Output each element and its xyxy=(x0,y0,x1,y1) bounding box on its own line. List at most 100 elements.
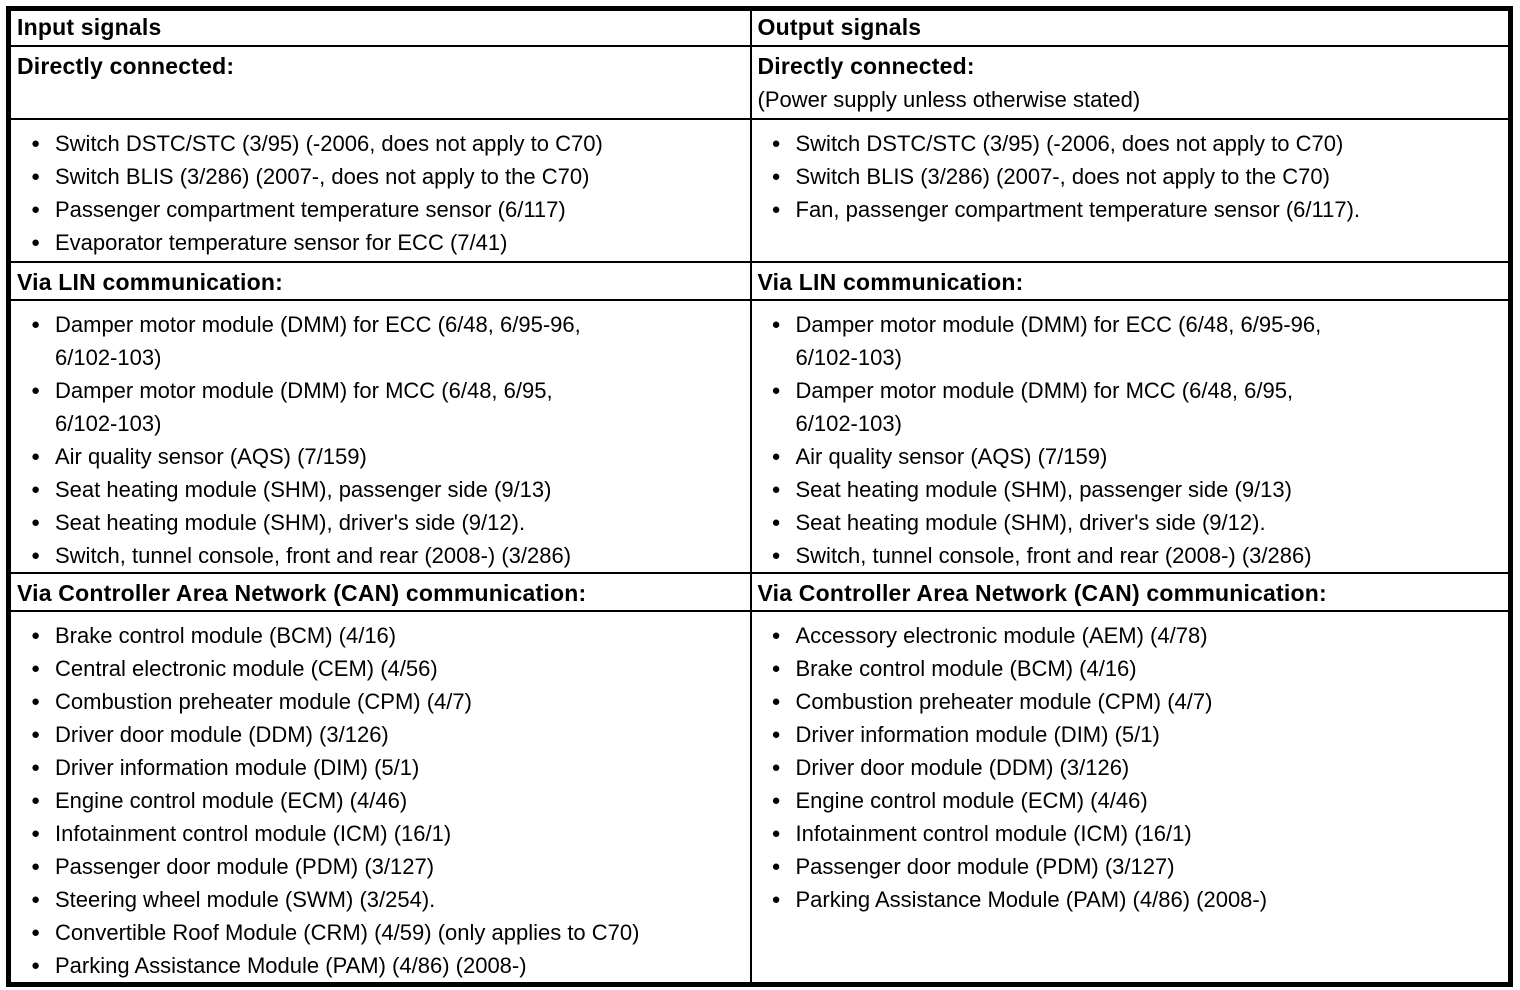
bullet-icon: ● xyxy=(31,233,41,251)
signals-table: Input signals Output signals Directly conn… xyxy=(6,6,1513,987)
list-item-text: Switch DSTC/STC (3/95) (-2006, does not … xyxy=(795,130,1344,156)
list-item-text: Steering wheel module (SWM) (3/254). xyxy=(55,886,436,912)
bullet-icon: ● xyxy=(771,857,781,875)
list-item: ● Passenger door module (PDM) (3/127) xyxy=(31,850,742,883)
list-item: ● Engine control module (ECM) (4/46) xyxy=(772,784,1501,817)
bullet-icon: ● xyxy=(771,447,781,465)
bullet-icon: ● xyxy=(31,890,41,908)
list-item: ● Damper motor module (DMM) for ECC (6/48… xyxy=(772,308,1501,374)
bullet-icon: ● xyxy=(31,956,41,974)
list-item: ● Seat heating module (SHM), passenger si… xyxy=(31,473,742,506)
table-row-subheader: Directly connected: Directly connected: (P… xyxy=(7,44,1512,120)
bullet-icon: ● xyxy=(771,824,781,842)
list-item: ● Brake control module (BCM) (4/16) xyxy=(772,652,1501,685)
bullet-icon: ● xyxy=(31,725,41,743)
table-row-subheader: Via LIN communication: Via LIN communicat… xyxy=(7,260,1512,301)
list-item: ● Steering wheel module (SWM) (3/254). xyxy=(31,883,742,916)
output-signals-list-cell: ● Switch DSTC/STC (3/95) (-2006, does not… xyxy=(749,117,1512,263)
list-item: ● Infotainment control module (ICM) (16/1… xyxy=(31,817,742,850)
list-item-text: Convertible Roof Module (CRM) (4/59) (on… xyxy=(55,919,640,945)
bullet-icon: ● xyxy=(771,200,781,218)
input-signals-section-header-cell: Directly connected: xyxy=(7,44,752,120)
bullet-icon: ● xyxy=(31,200,41,218)
list-item-text: Passenger door module (PDM) (3/127) xyxy=(55,853,435,879)
list-item-text: Air quality sensor (AQS) (7/159) xyxy=(55,443,367,469)
section-title: Via LIN communication: xyxy=(17,268,283,295)
list-item-text: Evaporator temperature sensor for ECC (7… xyxy=(55,229,508,255)
list-item: ● Central electronic module (CEM) (4/56) xyxy=(31,652,742,685)
table-row-list: ● Brake control module (BCM) (4/16) ● Centr… xyxy=(7,609,1512,985)
list-item: ● Passenger door module (PDM) (3/127) xyxy=(772,850,1501,883)
input-signals-list-cell: ● Switch DSTC/STC (3/95) (-2006, does not… xyxy=(7,117,752,263)
bullet-icon: ● xyxy=(31,659,41,677)
list-item: ● Damper motor module (DMM) for ECC (6/48… xyxy=(31,308,742,374)
input-signals-section-header-cell: Via Controller Area Network (CAN) commun… xyxy=(7,571,752,612)
list-item-text: Parking Assistance Module (PAM) (4/86) (… xyxy=(795,886,1268,912)
list-item-text: Seat heating module (SHM), passenger sid… xyxy=(55,476,552,502)
signal-list: ● Switch DSTC/STC (3/95) (-2006, does not… xyxy=(17,127,742,259)
signal-list: ● Damper motor module (DMM) for ECC (6/48… xyxy=(758,308,1501,571)
output-signals-section-header-cell: Via LIN communication: xyxy=(749,260,1512,301)
list-item-text: Brake control module (BCM) (4/16) xyxy=(795,655,1137,681)
list-item: ● Infotainment control module (ICM) (16/1… xyxy=(772,817,1501,850)
input-signals-column-header: Input signals xyxy=(7,7,752,47)
section-title: Directly connected: xyxy=(17,52,235,79)
list-item: ● Seat heating module (SHM), driver's sid… xyxy=(31,506,742,539)
list-item-text: Switch, tunnel console, front and rear (… xyxy=(55,542,572,568)
section-note: (Power supply unless otherwise stated) xyxy=(757,86,1141,112)
bullet-icon: ● xyxy=(771,659,781,677)
list-item-text: Switch BLIS (3/286) (2007-, does not app… xyxy=(55,163,590,189)
input-signals-list-cell: ● Brake control module (BCM) (4/16) ● Centr… xyxy=(7,609,752,985)
bullet-icon: ● xyxy=(771,626,781,644)
list-item: ● Switch DSTC/STC (3/95) (-2006, does not… xyxy=(772,127,1501,160)
bullet-icon: ● xyxy=(31,447,41,465)
list-item: ● Parking Assistance Module (PAM) (4/86) … xyxy=(31,949,742,982)
section-title: Directly connected: xyxy=(757,52,975,79)
list-item-text: Seat heating module (SHM), passenger sid… xyxy=(795,476,1292,502)
bullet-icon: ● xyxy=(31,480,41,498)
list-item: ● Driver door module (DDM) (3/126) xyxy=(772,751,1501,784)
list-item-text: Infotainment control module (ICM) (16/1) xyxy=(795,820,1192,846)
bullet-icon: ● xyxy=(771,791,781,809)
list-item-text: Damper motor module (DMM) for MCC (6/48,… xyxy=(795,377,1294,436)
signal-list: ● Damper motor module (DMM) for ECC (6/48… xyxy=(17,308,742,571)
list-item-text: Combustion preheater module (CPM) (4/7) xyxy=(55,688,472,714)
list-item-text: Fan, passenger compartment temperature s… xyxy=(795,196,1361,222)
bullet-icon: ● xyxy=(771,758,781,776)
signals-table-body: Input signals Output signals Directly conn… xyxy=(7,7,1512,985)
section-title: Via Controller Area Network (CAN) commun… xyxy=(17,579,587,606)
bullet-icon: ● xyxy=(31,824,41,842)
bullet-icon: ● xyxy=(771,315,781,333)
list-item-text: Brake control module (BCM) (4/16) xyxy=(55,622,397,648)
bullet-icon: ● xyxy=(31,315,41,333)
list-item: ● Driver door module (DDM) (3/126) xyxy=(31,718,742,751)
signal-list: ● Brake control module (BCM) (4/16) ● Centr… xyxy=(17,619,742,982)
list-item-text: Accessory electronic module (AEM) (4/78) xyxy=(795,622,1208,648)
list-item: ● Switch BLIS (3/286) (2007-, does not ap… xyxy=(772,160,1501,193)
bullet-icon: ● xyxy=(771,381,781,399)
bullet-icon: ● xyxy=(771,890,781,908)
bullet-icon: ● xyxy=(31,857,41,875)
table-row-list: ● Damper motor module (DMM) for ECC (6/48… xyxy=(7,298,1512,574)
list-item: ● Parking Assistance Module (PAM) (4/86) … xyxy=(772,883,1501,916)
list-item-text: Parking Assistance Module (PAM) (4/86) (… xyxy=(55,952,527,978)
list-item: ● Fan, passenger compartment temperature … xyxy=(772,193,1501,226)
list-item: ● Combustion preheater module (CPM) (4/7) xyxy=(772,685,1501,718)
list-item: ● Evaporator temperature sensor for ECC (… xyxy=(31,226,742,259)
bullet-icon: ● xyxy=(771,167,781,185)
bullet-icon: ● xyxy=(31,167,41,185)
bullet-icon: ● xyxy=(771,513,781,531)
bullet-icon: ● xyxy=(31,758,41,776)
output-signals-section-header-cell: Via Controller Area Network (CAN) commun… xyxy=(749,571,1512,612)
input-signals-list-cell: ● Damper motor module (DMM) for ECC (6/48… xyxy=(7,298,752,574)
list-item: ● Damper motor module (DMM) for MCC (6/48… xyxy=(772,374,1501,440)
table-row-list: ● Switch DSTC/STC (3/95) (-2006, does not… xyxy=(7,117,1512,263)
list-item-text: Infotainment control module (ICM) (16/1) xyxy=(55,820,452,846)
list-item: ● Convertible Roof Module (CRM) (4/59) (o… xyxy=(31,916,742,949)
list-item-text: Switch, tunnel console, front and rear (… xyxy=(795,542,1312,568)
section-title: Via LIN communication: xyxy=(757,268,1024,295)
list-item-text: Engine control module (ECM) (4/46) xyxy=(795,787,1148,813)
signal-list: ● Accessory electronic module (AEM) (4/78… xyxy=(758,619,1501,916)
list-item-text: Damper motor module (DMM) for ECC (6/48,… xyxy=(795,311,1322,370)
list-item: ● Switch DSTC/STC (3/95) (-2006, does not… xyxy=(31,127,742,160)
